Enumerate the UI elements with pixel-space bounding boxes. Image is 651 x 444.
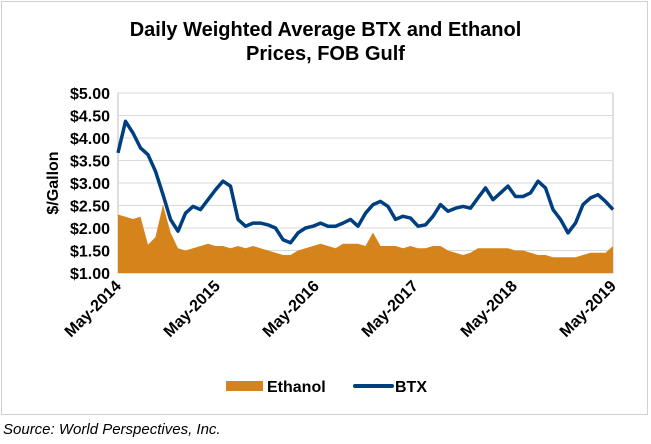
y-axis-label: $/Gallon [45,151,62,214]
x-tick-label: May-2014 [62,278,125,341]
x-tick-label: May-2018 [458,278,521,341]
x-tick-label: May-2017 [359,278,422,341]
y-tick-label: $3.50 [70,154,110,171]
ethanol-area [118,204,613,273]
y-tick-label: $1.50 [70,244,110,261]
source-note: Source: World Perspectives, Inc. [3,421,221,438]
btx-line [116,119,615,245]
y-tick-label: $4.00 [70,131,110,148]
chart-title: Daily Weighted Average BTX and Ethanol P… [0,18,651,66]
chart-frame [1,1,648,415]
y-tick-label: $1.00 [70,266,110,283]
legend-label-ethanol: Ethanol [267,379,326,396]
chart-title-line-1: Daily Weighted Average BTX and Ethanol [129,19,522,41]
x-tick-label: May-2016 [260,278,323,341]
y-tick-label: $3.00 [70,176,110,193]
x-tick-label: May-2015 [161,278,224,341]
y-tick-label: $4.50 [70,109,110,126]
chart-title-line-2: Prices, FOB Gulf [246,43,405,65]
y-tick-label: $2.00 [70,221,110,238]
legend-label-btx: BTX [395,379,427,396]
y-tick-label: $5.00 [70,86,110,103]
x-tick-label: May-2019 [557,278,620,341]
y-tick-label: $2.50 [70,199,110,216]
legend-swatch-ethanol [226,381,263,391]
